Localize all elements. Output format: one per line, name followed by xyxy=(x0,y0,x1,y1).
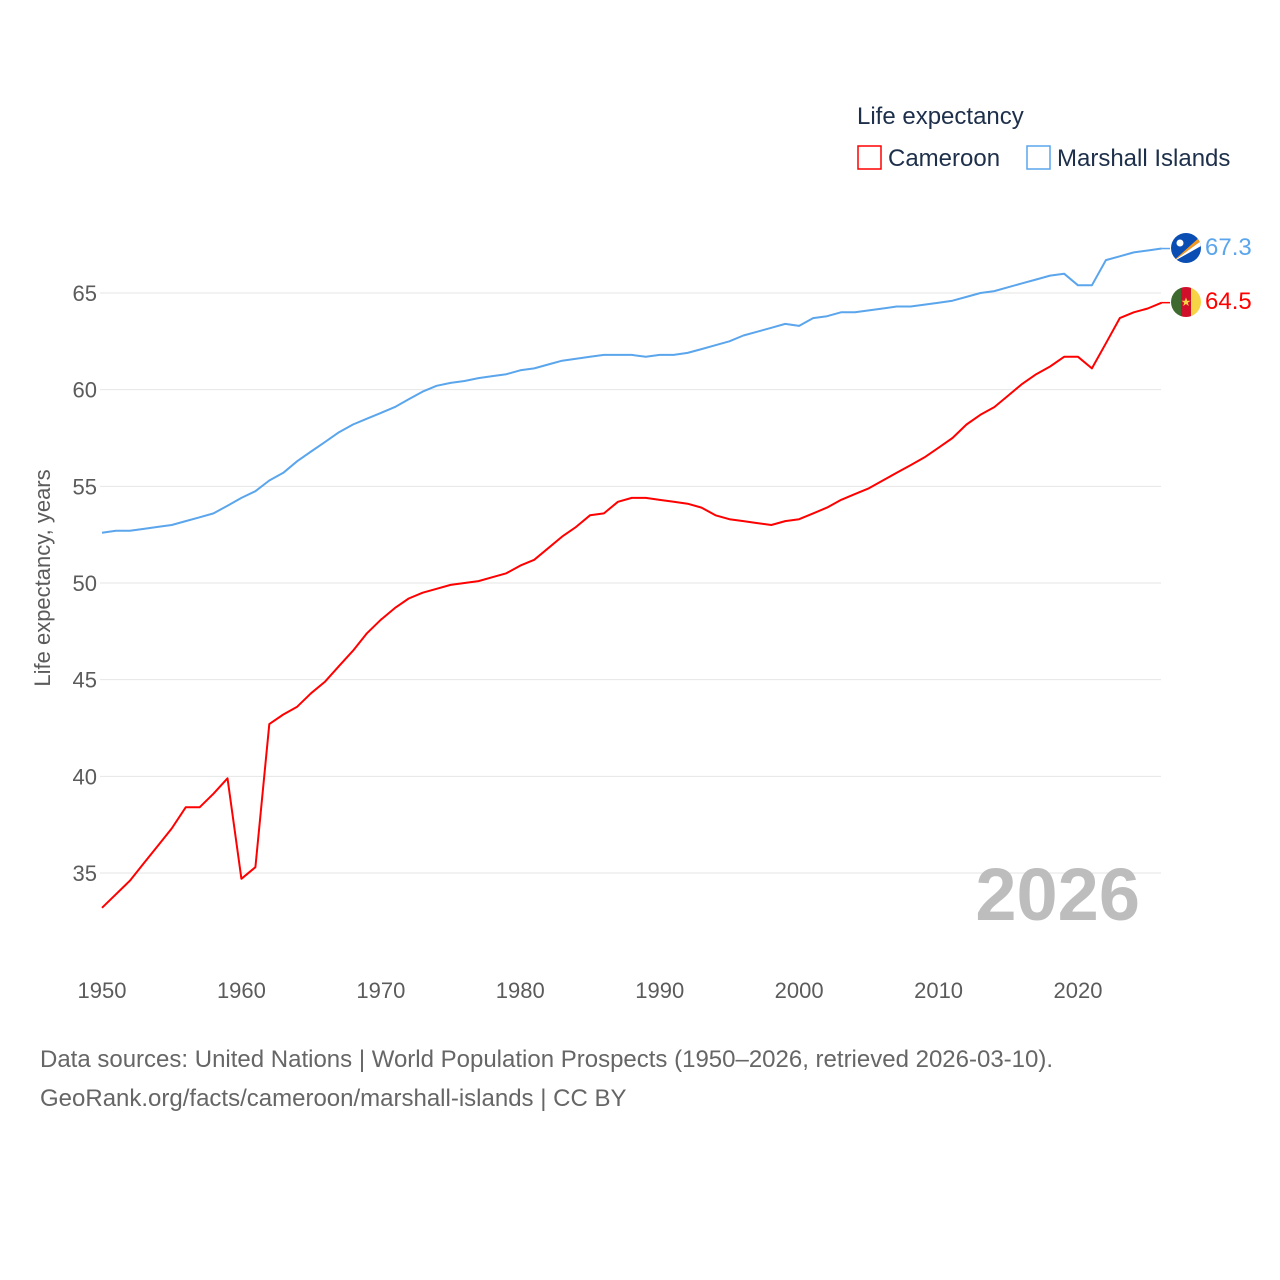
cameroon-flag-icon xyxy=(1171,287,1201,317)
y-tick-label: 40 xyxy=(73,764,97,789)
x-tick-label: 1990 xyxy=(635,978,684,1003)
year-label: 2026 xyxy=(975,853,1140,936)
series-line-cameroon xyxy=(101,301,1163,909)
y-axis-label: Life expectancy, years xyxy=(30,469,55,686)
y-tick-label: 35 xyxy=(73,861,97,886)
x-tick-label: 1980 xyxy=(496,978,545,1003)
x-tick-label: 2020 xyxy=(1054,978,1103,1003)
footer-link[interactable]: GeoRank.org/facts/cameroon/marshall-isla… xyxy=(40,1085,627,1112)
y-tick-label: 45 xyxy=(73,668,97,693)
end-value-marshall-islands: 67.3 xyxy=(1205,234,1252,261)
legend-item-cameroon[interactable]: Cameroon xyxy=(857,145,1000,172)
x-axis-ticks: 1950 1960 1970 1980 1990 2000 2010 2020 xyxy=(78,978,1103,1003)
legend-title: Life expectancy xyxy=(857,103,1024,130)
y-tick-label: 55 xyxy=(73,474,97,499)
series-line-marshall-islands xyxy=(101,247,1162,534)
legend-label-marshall-islands: Marshall Islands xyxy=(1057,145,1230,172)
x-tick-label: 1960 xyxy=(217,978,266,1003)
legend-swatch-marshall-islands xyxy=(1026,145,1051,170)
y-axis-ticks: 35 40 45 50 55 60 65 xyxy=(73,281,97,886)
y-tick-label: 65 xyxy=(73,281,97,306)
y-tick-label: 60 xyxy=(73,378,97,403)
legend-swatch-cameroon xyxy=(857,145,882,170)
x-tick-label: 2000 xyxy=(775,978,824,1003)
legend-label-cameroon: Cameroon xyxy=(888,145,1000,172)
end-value-cameroon: 64.5 xyxy=(1205,288,1252,315)
series-lines xyxy=(101,247,1170,909)
footer-sources: Data sources: United Nations | World Pop… xyxy=(40,1046,1054,1073)
line-chart: 35 40 45 50 55 60 65 1950 1960 1970 1980 1990 2000 2… xyxy=(30,103,1252,1003)
gridlines xyxy=(100,292,1161,874)
legend-item-marshall-islands[interactable]: Marshall Islands xyxy=(1026,145,1230,172)
y-tick-label: 50 xyxy=(73,571,97,596)
x-tick-label: 1970 xyxy=(356,978,405,1003)
marshall-islands-flag-icon xyxy=(1171,233,1201,263)
x-tick-label: 2010 xyxy=(914,978,963,1003)
x-tick-label: 1950 xyxy=(78,978,127,1003)
